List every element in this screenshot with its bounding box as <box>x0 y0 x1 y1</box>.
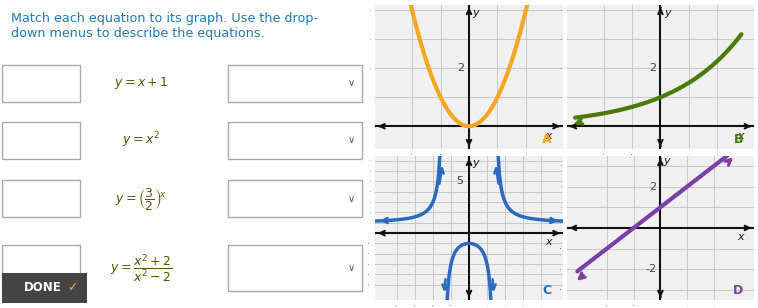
FancyBboxPatch shape <box>2 65 80 102</box>
Text: 2: 2 <box>649 63 656 73</box>
Text: ∨: ∨ <box>347 263 355 273</box>
FancyBboxPatch shape <box>2 180 80 217</box>
Text: ∨: ∨ <box>347 78 355 88</box>
Text: ∨: ∨ <box>347 135 355 145</box>
Text: B: B <box>734 133 743 146</box>
Text: $y = \left(\dfrac{3}{2}\right)^{\!x}$: $y = \left(\dfrac{3}{2}\right)^{\!x}$ <box>115 186 167 212</box>
Text: x: x <box>737 232 744 242</box>
Text: -2: -2 <box>645 264 656 274</box>
Text: 2: 2 <box>650 181 656 192</box>
Text: ∨: ∨ <box>347 194 355 204</box>
Text: 5: 5 <box>456 176 464 186</box>
Text: y: y <box>473 157 479 168</box>
FancyBboxPatch shape <box>228 245 362 291</box>
Text: y: y <box>472 8 479 18</box>
FancyBboxPatch shape <box>228 65 362 102</box>
Text: A: A <box>542 133 552 146</box>
Text: y: y <box>664 8 670 18</box>
Text: $y = x^{2}$: $y = x^{2}$ <box>122 130 160 150</box>
Text: $y = x + 1$: $y = x + 1$ <box>114 75 168 91</box>
Text: $y = \dfrac{x^{2}+2}{x^{2}-2}$: $y = \dfrac{x^{2}+2}{x^{2}-2}$ <box>110 252 172 284</box>
Text: x: x <box>546 237 552 247</box>
Text: C: C <box>543 284 552 297</box>
FancyBboxPatch shape <box>2 273 87 303</box>
Text: ✓: ✓ <box>67 282 77 294</box>
Text: 2: 2 <box>458 63 465 73</box>
FancyBboxPatch shape <box>2 245 80 291</box>
FancyBboxPatch shape <box>228 180 362 217</box>
Text: y: y <box>663 156 670 166</box>
Text: x: x <box>737 132 744 141</box>
Text: Match each equation to its graph. Use the drop-
down menus to describe the equat: Match each equation to its graph. Use th… <box>11 12 318 40</box>
Text: D: D <box>733 284 743 297</box>
Text: x: x <box>546 132 552 141</box>
FancyBboxPatch shape <box>2 122 80 159</box>
Text: DONE: DONE <box>24 282 62 294</box>
FancyBboxPatch shape <box>228 122 362 159</box>
